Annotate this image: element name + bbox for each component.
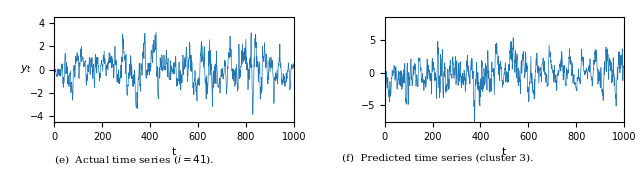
Text: (e)  Actual time series ($i = 41$).: (e) Actual time series ($i = 41$).: [54, 153, 214, 166]
Text: (f)  Predicted time series (cluster 3).: (f) Predicted time series (cluster 3).: [342, 153, 534, 162]
X-axis label: t: t: [502, 147, 506, 157]
X-axis label: t: t: [172, 147, 176, 157]
Y-axis label: $y_t$: $y_t$: [20, 63, 32, 75]
